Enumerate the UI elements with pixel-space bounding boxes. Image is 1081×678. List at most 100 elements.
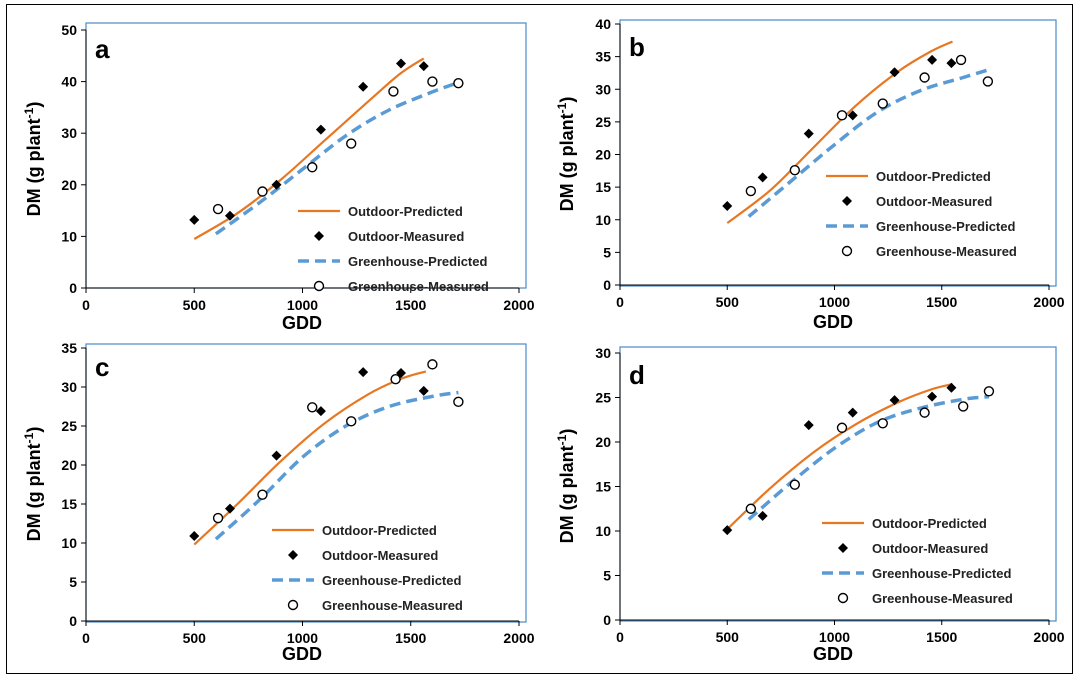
y-tick-label: 5 xyxy=(69,574,77,590)
x-tick-label: 1500 xyxy=(395,297,426,313)
legend-marker-outdoor-measured xyxy=(838,543,848,553)
y-axis-label-sup: -1 xyxy=(22,107,36,118)
panel-label: c xyxy=(95,352,109,382)
y-tick-label: 0 xyxy=(603,277,611,293)
y-tick-label: 20 xyxy=(595,434,611,450)
x-axis-label: GDD xyxy=(813,312,853,332)
y-axis-label-tail: ) xyxy=(24,102,44,108)
greenhouse-measured-point xyxy=(308,163,317,172)
legend-label-greenhouse-predicted: Greenhouse-Predicted xyxy=(348,254,487,269)
x-tick-label: 0 xyxy=(616,629,624,645)
legend-marker-greenhouse-measured xyxy=(843,247,852,256)
outdoor-measured-point xyxy=(890,395,900,405)
legend-label-greenhouse-measured: Greenhouse-Measured xyxy=(322,598,463,613)
y-tick-label: 0 xyxy=(69,613,77,629)
y-tick-label: 10 xyxy=(595,212,611,228)
y-tick-label: 25 xyxy=(595,114,611,130)
legend-label-outdoor-predicted: Outdoor-Predicted xyxy=(876,169,991,184)
outdoor-measured-point xyxy=(225,504,235,514)
y-axis-label: DM (g plant-1) xyxy=(555,97,577,212)
x-tick-label: 0 xyxy=(82,297,90,313)
series-greenhouse-predicted-line xyxy=(749,397,989,520)
y-tick-label: 30 xyxy=(61,379,77,395)
x-tick-label: 0 xyxy=(82,630,90,646)
legend-marker-greenhouse-measured xyxy=(839,594,848,603)
legend-label-greenhouse-measured: Greenhouse-Measured xyxy=(876,244,1017,259)
y-axis-label-main: DM (g plant xyxy=(557,445,577,543)
y-tick-label: 20 xyxy=(595,147,611,163)
greenhouse-measured-point xyxy=(308,403,317,412)
y-tick-label: 25 xyxy=(61,418,77,434)
outdoor-measured-point xyxy=(358,82,368,92)
outdoor-measured-point xyxy=(758,172,768,182)
y-tick-label: 20 xyxy=(61,177,77,193)
outdoor-measured-point xyxy=(758,511,768,521)
x-tick-label: 0 xyxy=(616,294,624,310)
greenhouse-measured-point xyxy=(790,480,799,489)
y-tick-label: 10 xyxy=(61,228,77,244)
legend-marker-greenhouse-measured xyxy=(315,282,324,291)
y-axis-label-sup: -1 xyxy=(555,434,569,445)
y-axis-label-main: DM (g plant xyxy=(557,113,577,211)
x-tick-label: 2000 xyxy=(1033,629,1064,645)
y-axis-label: DM (g plant-1) xyxy=(22,102,44,217)
y-axis-label: DM (g plant-1) xyxy=(22,427,44,542)
y-axis-label-tail: ) xyxy=(557,97,577,103)
panel-b: 0 5 10 15 20 25 30 35 40 0 500 1000 1500 2000 GDD DM (g… xyxy=(555,16,1065,332)
legend-label-outdoor-measured: Outdoor-Measured xyxy=(322,548,438,563)
y-tick-label: 35 xyxy=(61,340,77,356)
legend-label-outdoor-measured: Outdoor-Measured xyxy=(872,541,988,556)
y-axis-label-tail: ) xyxy=(24,427,44,433)
y-axis-label-sup: -1 xyxy=(22,432,36,443)
outdoor-measured-point xyxy=(189,215,199,225)
greenhouse-measured-point xyxy=(878,419,887,428)
outdoor-measured-point xyxy=(358,367,368,377)
x-tick-label: 500 xyxy=(183,297,207,313)
greenhouse-measured-point xyxy=(454,79,463,88)
y-tick-label: 15 xyxy=(595,179,611,195)
panel-label: d xyxy=(629,360,645,390)
x-tick-label: 500 xyxy=(716,629,740,645)
y-tick-label: 35 xyxy=(595,49,611,65)
y-axis-label-main: DM (g plant xyxy=(24,118,44,216)
outdoor-measured-point xyxy=(396,59,406,69)
outdoor-measured-point xyxy=(316,125,326,135)
greenhouse-measured-point xyxy=(838,423,847,432)
greenhouse-measured-point xyxy=(878,99,887,108)
x-tick-label: 1500 xyxy=(926,629,957,645)
legend-label-greenhouse-predicted: Greenhouse-Predicted xyxy=(872,566,1011,581)
legend-marker-outdoor-measured xyxy=(842,196,852,206)
panel-label: b xyxy=(629,32,645,62)
legend-label-outdoor-measured: Outdoor-Measured xyxy=(348,229,464,244)
y-tick-label: 40 xyxy=(595,16,611,32)
x-tick-label: 1000 xyxy=(819,294,850,310)
x-axis-label: GDD xyxy=(282,644,322,664)
legend-marker-greenhouse-measured xyxy=(289,601,298,610)
y-tick-label: 0 xyxy=(603,612,611,628)
panel-c: 0 5 10 15 20 25 30 35 0 500 1000 1500 2000 GDD DM (g p… xyxy=(22,340,535,664)
legend-label-outdoor-predicted: Outdoor-Predicted xyxy=(872,516,987,531)
y-tick-label: 10 xyxy=(595,523,611,539)
y-tick-label: 20 xyxy=(61,457,77,473)
series-outdoor-predicted-line xyxy=(194,371,426,544)
legend: Outdoor-Predicted Outdoor-Measured Greenho… xyxy=(826,169,1017,259)
outdoor-measured-point xyxy=(419,61,429,71)
y-tick-label: 0 xyxy=(69,280,77,296)
x-tick-label: 2000 xyxy=(1033,294,1064,310)
greenhouse-measured-point xyxy=(957,55,966,64)
greenhouse-measured-point xyxy=(428,360,437,369)
greenhouse-measured-point xyxy=(214,205,223,214)
y-axis-label-sup: -1 xyxy=(555,102,569,113)
y-tick-label: 5 xyxy=(603,244,611,260)
legend-marker-outdoor-measured xyxy=(314,231,324,241)
greenhouse-measured-point xyxy=(983,77,992,86)
outdoor-measured-point xyxy=(272,451,282,461)
greenhouse-measured-point xyxy=(347,139,356,148)
outdoor-measured-point xyxy=(722,201,732,211)
x-axis-label: GDD xyxy=(813,644,853,664)
x-tick-label: 500 xyxy=(716,294,740,310)
legend-label-greenhouse-measured: Greenhouse-Measured xyxy=(872,591,1013,606)
plot-area-border xyxy=(86,23,526,288)
